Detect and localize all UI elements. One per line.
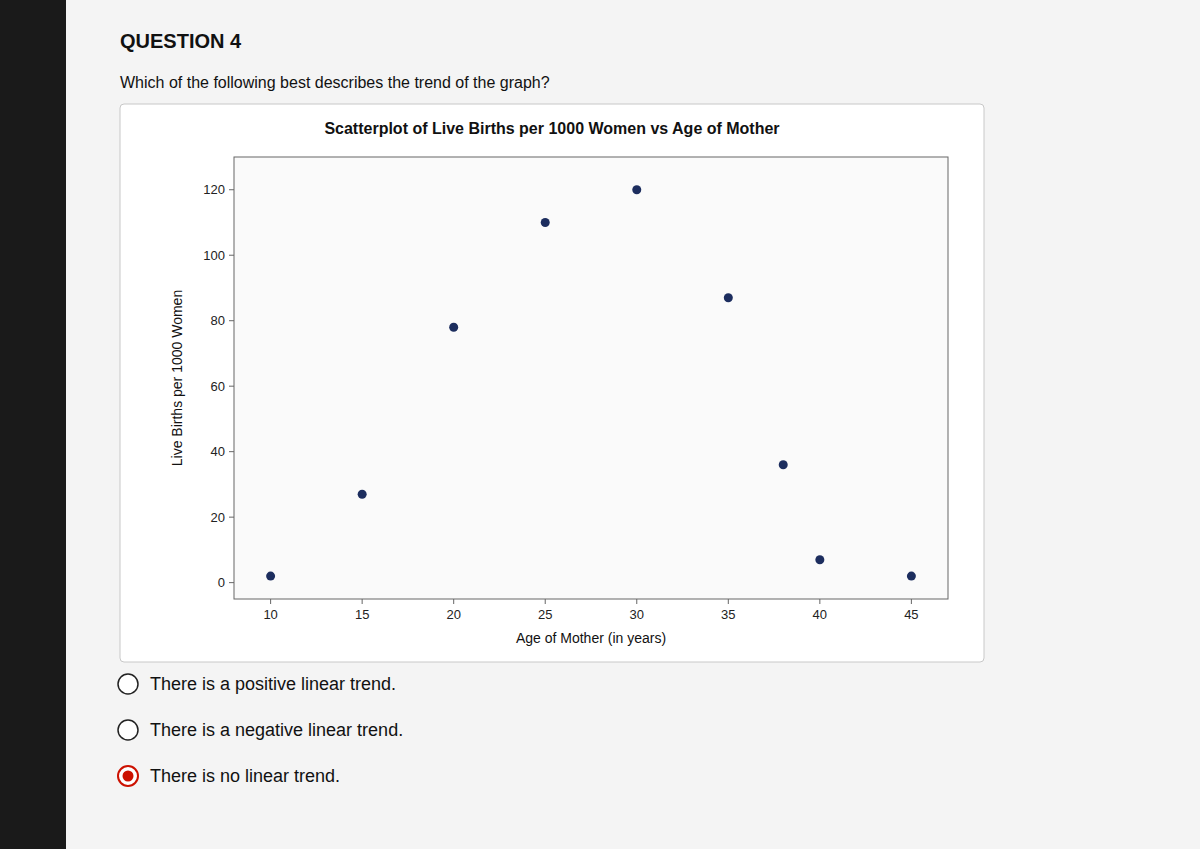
point [907, 572, 916, 581]
point [449, 323, 458, 332]
question-title: QUESTION 4 [120, 30, 242, 52]
option[interactable]: There is a negative linear trend. [118, 720, 403, 740]
x-tick [545, 599, 546, 604]
sidebar [0, 0, 66, 849]
point [541, 218, 550, 227]
point [266, 572, 275, 581]
option-text[interactable]: There is a positive linear trend. [150, 674, 396, 694]
point [358, 490, 367, 499]
x-tick-label: 20 [446, 607, 460, 622]
y-tick [229, 517, 234, 518]
page: QUESTION 4 Which of the following best de… [0, 0, 1200, 849]
chart-card [120, 104, 984, 662]
y-tick-label: 120 [203, 182, 225, 197]
x-tick [636, 599, 637, 604]
point [815, 555, 824, 564]
point [632, 185, 641, 194]
y-tick-label: 0 [218, 575, 225, 590]
option[interactable]: There is a positive linear trend. [118, 674, 396, 694]
x-tick-label: 30 [630, 607, 644, 622]
option-text[interactable]: There is a negative linear trend. [150, 720, 403, 740]
radio[interactable] [118, 720, 138, 740]
question-prompt: Which of the following best describes th… [120, 74, 550, 91]
x-tick [270, 599, 271, 604]
y-tick [229, 386, 234, 387]
y-tick-label: 80 [211, 313, 225, 328]
y-tick-label: 60 [211, 379, 225, 394]
chart-title: Scatterplot of Live Births per 1000 Wome… [324, 120, 779, 137]
x-tick [728, 599, 729, 604]
x-tick-label: 25 [538, 607, 552, 622]
x-axis-label: Age of Mother (in years) [516, 630, 666, 646]
x-tick-label: 40 [813, 607, 827, 622]
x-tick [362, 599, 363, 604]
y-tick [229, 582, 234, 583]
y-tick [229, 320, 234, 321]
y-tick [229, 451, 234, 452]
y-axis-label: Live Births per 1000 Women [169, 290, 185, 466]
y-tick [229, 255, 234, 256]
x-tick-label: 10 [263, 607, 277, 622]
point [779, 460, 788, 469]
option-text[interactable]: There is no linear trend. [150, 766, 340, 786]
page-background [0, 0, 1200, 849]
x-tick [819, 599, 820, 604]
x-tick [453, 599, 454, 604]
radio-selected[interactable] [118, 766, 138, 786]
option[interactable]: There is no linear trend. [118, 766, 340, 786]
radio-dot[interactable] [123, 771, 134, 782]
plot-background [234, 157, 948, 599]
y-tick [229, 189, 234, 190]
y-tick-label: 40 [211, 444, 225, 459]
plot-frame [234, 157, 948, 599]
x-tick-label: 45 [904, 607, 918, 622]
points [266, 185, 916, 580]
x-tick [911, 599, 912, 604]
y-tick-label: 20 [211, 510, 225, 525]
y-tick-label: 100 [203, 248, 225, 263]
x-tick-label: 35 [721, 607, 735, 622]
radio[interactable] [118, 674, 138, 694]
x-tick-label: 15 [355, 607, 369, 622]
point [724, 293, 733, 302]
